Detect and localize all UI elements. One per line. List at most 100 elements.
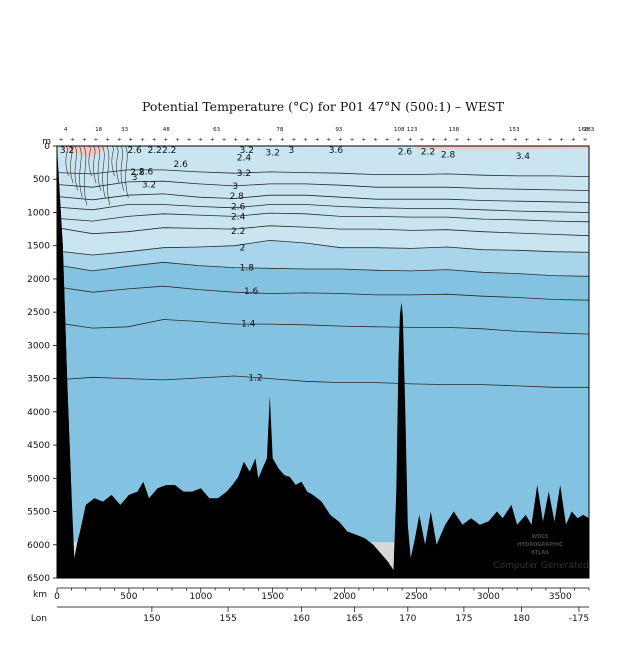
y-tick-label-1000: 1000 xyxy=(27,208,50,218)
station-marker: + xyxy=(536,137,541,143)
station-label-4: 4 xyxy=(64,127,68,133)
contour-label-26: 1.6 xyxy=(244,287,259,297)
contour-label-18: 3.2 xyxy=(237,169,251,179)
contour-label-15: 2.2 xyxy=(421,147,435,157)
contour-label-10: 2.4 xyxy=(237,153,252,163)
boundary-contour-12 xyxy=(120,145,125,191)
lon-tick-label-170: 170 xyxy=(399,614,416,624)
boundary-contour-1 xyxy=(69,145,74,184)
km-tick-label-1500: 1500 xyxy=(261,592,284,602)
contour-line-1-6 xyxy=(56,285,590,301)
km-tick-label-2000: 2000 xyxy=(333,592,356,602)
station-label-18: 18 xyxy=(95,127,102,133)
station-marker: + xyxy=(59,137,64,143)
x-axis-label: km xyxy=(33,590,47,600)
contour-line-2-8 xyxy=(56,193,590,203)
y-tick-label-6000: 6000 xyxy=(27,541,50,551)
station-marker: + xyxy=(524,137,529,143)
contour-label-23: 2.2 xyxy=(231,227,245,237)
station-marker: + xyxy=(583,137,588,143)
station-label-33: 33 xyxy=(121,127,128,133)
km-tick-label-1000: 1000 xyxy=(189,592,212,602)
watermark-line-1: WOCE xyxy=(532,534,549,540)
station-marker: + xyxy=(233,137,238,143)
contour-label-14: 2.6 xyxy=(398,147,413,157)
boundary-contour-0 xyxy=(65,145,69,177)
station-marker: + xyxy=(373,137,378,143)
y-tick-label-2500: 2500 xyxy=(27,308,50,318)
station-marker: + xyxy=(443,137,448,143)
station-marker: + xyxy=(117,137,122,143)
station-marker: + xyxy=(548,137,553,143)
boundary-contour-8 xyxy=(102,145,106,198)
lon-tick-label-150: 150 xyxy=(143,614,160,624)
station-marker: + xyxy=(245,137,250,143)
lon-tick-label-165: 165 xyxy=(346,614,363,624)
chart-title: Potential Temperature (°C) for P01 47°N … xyxy=(142,99,505,114)
km-tick-label-3000: 3000 xyxy=(477,592,500,602)
contour-label-0: 3.2 xyxy=(60,146,74,156)
station-label-48: 48 xyxy=(163,127,170,133)
station-label-168: 168 xyxy=(578,127,589,133)
km-tick-label-2500: 2500 xyxy=(405,592,428,602)
contour-labels: 3.2 2.6 2.2 2.22.62.62.833.23.22.4 3.2 3 3.6 2.… xyxy=(60,146,530,383)
boundary-contour-11 xyxy=(115,145,120,184)
lon-axis-label: Lon xyxy=(31,614,47,624)
warm-patch-east xyxy=(416,146,589,150)
boundary-contour-3 xyxy=(79,145,83,198)
y-tick-label-0: 0 xyxy=(44,142,50,152)
contour-label-13: 3.6 xyxy=(329,146,344,156)
watermark: WOCE HYDROGRAPHIC ATLAS Computer Generat… xyxy=(493,534,588,571)
contour-label-11: 3.2 xyxy=(266,149,280,159)
contour-line-1-4 xyxy=(56,319,590,335)
station-marker: + xyxy=(396,137,401,143)
seafloor-bathymetry xyxy=(57,156,589,578)
y-tick-label-500: 500 xyxy=(33,175,50,185)
contour-line-2-2 xyxy=(56,225,590,237)
contour-line-1-8 xyxy=(56,261,590,277)
lon-tick-label-175: 175 xyxy=(455,614,472,624)
station-marker: + xyxy=(571,137,576,143)
station-marker: + xyxy=(222,137,227,143)
contour-label-20: 2.8 xyxy=(230,192,245,202)
station-label-138: 138 xyxy=(449,127,460,133)
contour-label-8: 3.2 xyxy=(142,181,156,191)
station-marker: + xyxy=(327,137,332,143)
y-tick-label-5000: 5000 xyxy=(27,474,50,484)
contour-label-2: 2.2 xyxy=(148,146,162,156)
boundary-contour-5 xyxy=(88,145,92,177)
km-tick-label-3500: 3500 xyxy=(549,592,572,602)
boundary-contour-10 xyxy=(111,145,115,177)
boundary-contour-7 xyxy=(97,145,101,191)
station-marker: + xyxy=(501,137,506,143)
station-marker: + xyxy=(210,137,215,143)
station-marker: + xyxy=(82,137,87,143)
y-tick-label-4500: 4500 xyxy=(27,441,50,451)
lon-tick-label-180: 180 xyxy=(513,614,530,624)
station-marker: + xyxy=(478,137,483,143)
contour-line-3 xyxy=(56,180,590,191)
contour-label-17: 3.4 xyxy=(516,152,531,162)
station-marker: + xyxy=(163,137,168,143)
contour-line-2 xyxy=(56,239,590,256)
plot-frame xyxy=(56,145,590,579)
axes: 0500100015002000250030003500400045005000… xyxy=(27,127,595,624)
contour-line-3-2 xyxy=(56,169,590,177)
contour-label-28: 1.2 xyxy=(248,373,262,383)
station-marker: + xyxy=(431,137,436,143)
lon-tick-label-160: 160 xyxy=(293,614,310,624)
station-marker: + xyxy=(129,137,134,143)
plot-area xyxy=(56,145,590,578)
station-marker: + xyxy=(140,137,145,143)
station-marker: + xyxy=(408,137,413,143)
station-marker: + xyxy=(455,137,460,143)
station-marker: + xyxy=(175,137,180,143)
contour-label-1: 2.6 xyxy=(127,146,142,156)
station-marker: + xyxy=(559,137,564,143)
contour-label-19: 3 xyxy=(232,182,238,192)
contour-label-7: 3 xyxy=(132,173,138,183)
contour-label-27: 1.4 xyxy=(241,319,256,329)
computer-generated-credit: Computer Generated xyxy=(493,561,588,571)
station-marker: + xyxy=(94,137,99,143)
